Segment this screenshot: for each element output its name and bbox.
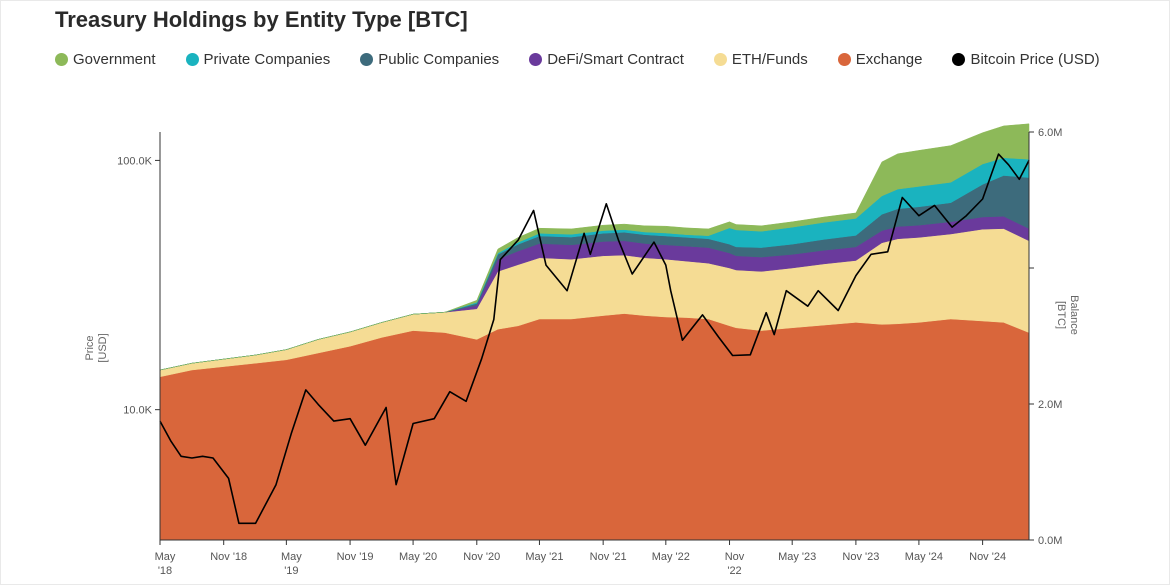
legend-item-defi-smart-contract[interactable]: DeFi/Smart Contract: [529, 51, 684, 68]
x-tick-label: Nov '18: [210, 551, 247, 563]
x-tick-label-line: Nov '18: [210, 551, 247, 563]
legend-swatch-exchange: [837, 52, 851, 66]
chart-title: Treasury Holdings by Entity Type [BTC]: [55, 7, 468, 32]
area-exchange: [159, 313, 1030, 541]
left-axis-title-line: Price: [84, 335, 96, 360]
right-tick-label: 0.0M: [1038, 535, 1062, 547]
x-tick-label: Nov '19: [337, 551, 374, 563]
legend-swatch-public-companies: [360, 52, 374, 66]
x-tick-label-line: Nov '19: [337, 551, 374, 563]
right-tick-label: 2.0M: [1038, 399, 1062, 411]
x-tick-label: Nov '20: [463, 551, 500, 563]
x-tick-label-line: Nov '21: [590, 551, 627, 563]
left-tick-label: 10.0K: [123, 405, 152, 417]
x-tick-label-line: Nov '23: [842, 551, 879, 563]
price-line-layer: [159, 153, 1030, 525]
right-axis-title: Balance[BTC]: [1055, 295, 1080, 335]
legend-item-exchange[interactable]: Exchange: [837, 50, 923, 68]
x-tick-label-line: '22: [727, 565, 741, 577]
x-tick-label-line: May: [281, 551, 302, 563]
legend-label-bitcoin-price-usd: Bitcoin Price (USD): [970, 50, 1100, 68]
chart-legend: Government Private Companies Public Compan…: [55, 48, 1100, 70]
legend-label-exchange: Exchange: [855, 50, 923, 68]
legend-item-public-companies[interactable]: Public Companies: [360, 51, 499, 68]
x-tick-label: Nov '23: [842, 551, 879, 563]
x-tick-label: Nov '21: [590, 551, 627, 563]
right-axis-title-line: [BTC]: [1055, 301, 1067, 329]
x-tick-label-line: May '21: [525, 551, 563, 563]
x-tick-label: Nov '24: [969, 551, 1006, 563]
legend-item-private-companies[interactable]: Private Companies: [185, 50, 331, 68]
legend-item-eth-funds[interactable]: ETH/Funds: [713, 50, 808, 68]
bitcoin-price-line: [159, 153, 1030, 525]
x-tick-label-line: May '23: [778, 551, 816, 563]
legend-swatch-eth-funds: [713, 52, 727, 66]
legend-swatch-private-companies: [185, 52, 199, 66]
x-tick-label-line: May '20: [399, 551, 437, 563]
legend-swatch-government: [55, 52, 68, 66]
legend-label-public-companies: Public Companies: [378, 50, 500, 68]
x-tick-label: May '24: [905, 551, 943, 563]
x-tick-label-line: Nov: [725, 551, 745, 563]
axes: 10.0K 100.0K 0.0M 2.0M 6.0M May '18 Nov '18 May '…: [84, 127, 1080, 577]
legend-item-bitcoin-price-usd[interactable]: Bitcoin Price (USD): [952, 50, 1100, 68]
right-tick-label: 6.0M: [1038, 127, 1062, 139]
x-tick-label-line: May '22: [652, 551, 690, 563]
x-tick-label-line: Nov '20: [463, 551, 500, 563]
right-axis-title-line: Balance: [1068, 295, 1080, 335]
x-tick-label-line: '19: [284, 565, 298, 577]
x-tick-label: May '20: [399, 551, 437, 563]
x-tick-label: May '18: [155, 551, 176, 577]
x-tick-label-line: May '24: [905, 551, 943, 563]
left-axis-title: Price[USD]: [84, 333, 109, 362]
legend-swatch-defi-smart-contract: [529, 52, 543, 66]
left-tick-label: 100.0K: [117, 155, 153, 167]
x-tick-label-line: '18: [158, 565, 172, 577]
x-tick-label: May '23: [778, 551, 816, 563]
x-tick-label-line: May: [155, 551, 176, 563]
stacked-areas: [159, 123, 1030, 541]
x-tick-label: May '22: [652, 551, 690, 563]
legend-item-government[interactable]: Government: [55, 51, 156, 68]
legend-label-defi-smart-contract: DeFi/Smart Contract: [547, 50, 684, 68]
legend-label-government: Government: [73, 50, 156, 68]
x-tick-label: May '21: [525, 551, 563, 563]
x-tick-label: Nov '22: [725, 551, 745, 577]
x-tick-label: May '19: [281, 551, 302, 577]
left-axis-title-line: [USD]: [97, 333, 109, 362]
legend-label-private-companies: Private Companies: [203, 50, 331, 68]
legend-label-eth-funds: ETH/Funds: [731, 50, 808, 68]
x-tick-label-line: Nov '24: [969, 551, 1006, 563]
legend-swatch-bitcoin-price-usd: [952, 52, 966, 66]
